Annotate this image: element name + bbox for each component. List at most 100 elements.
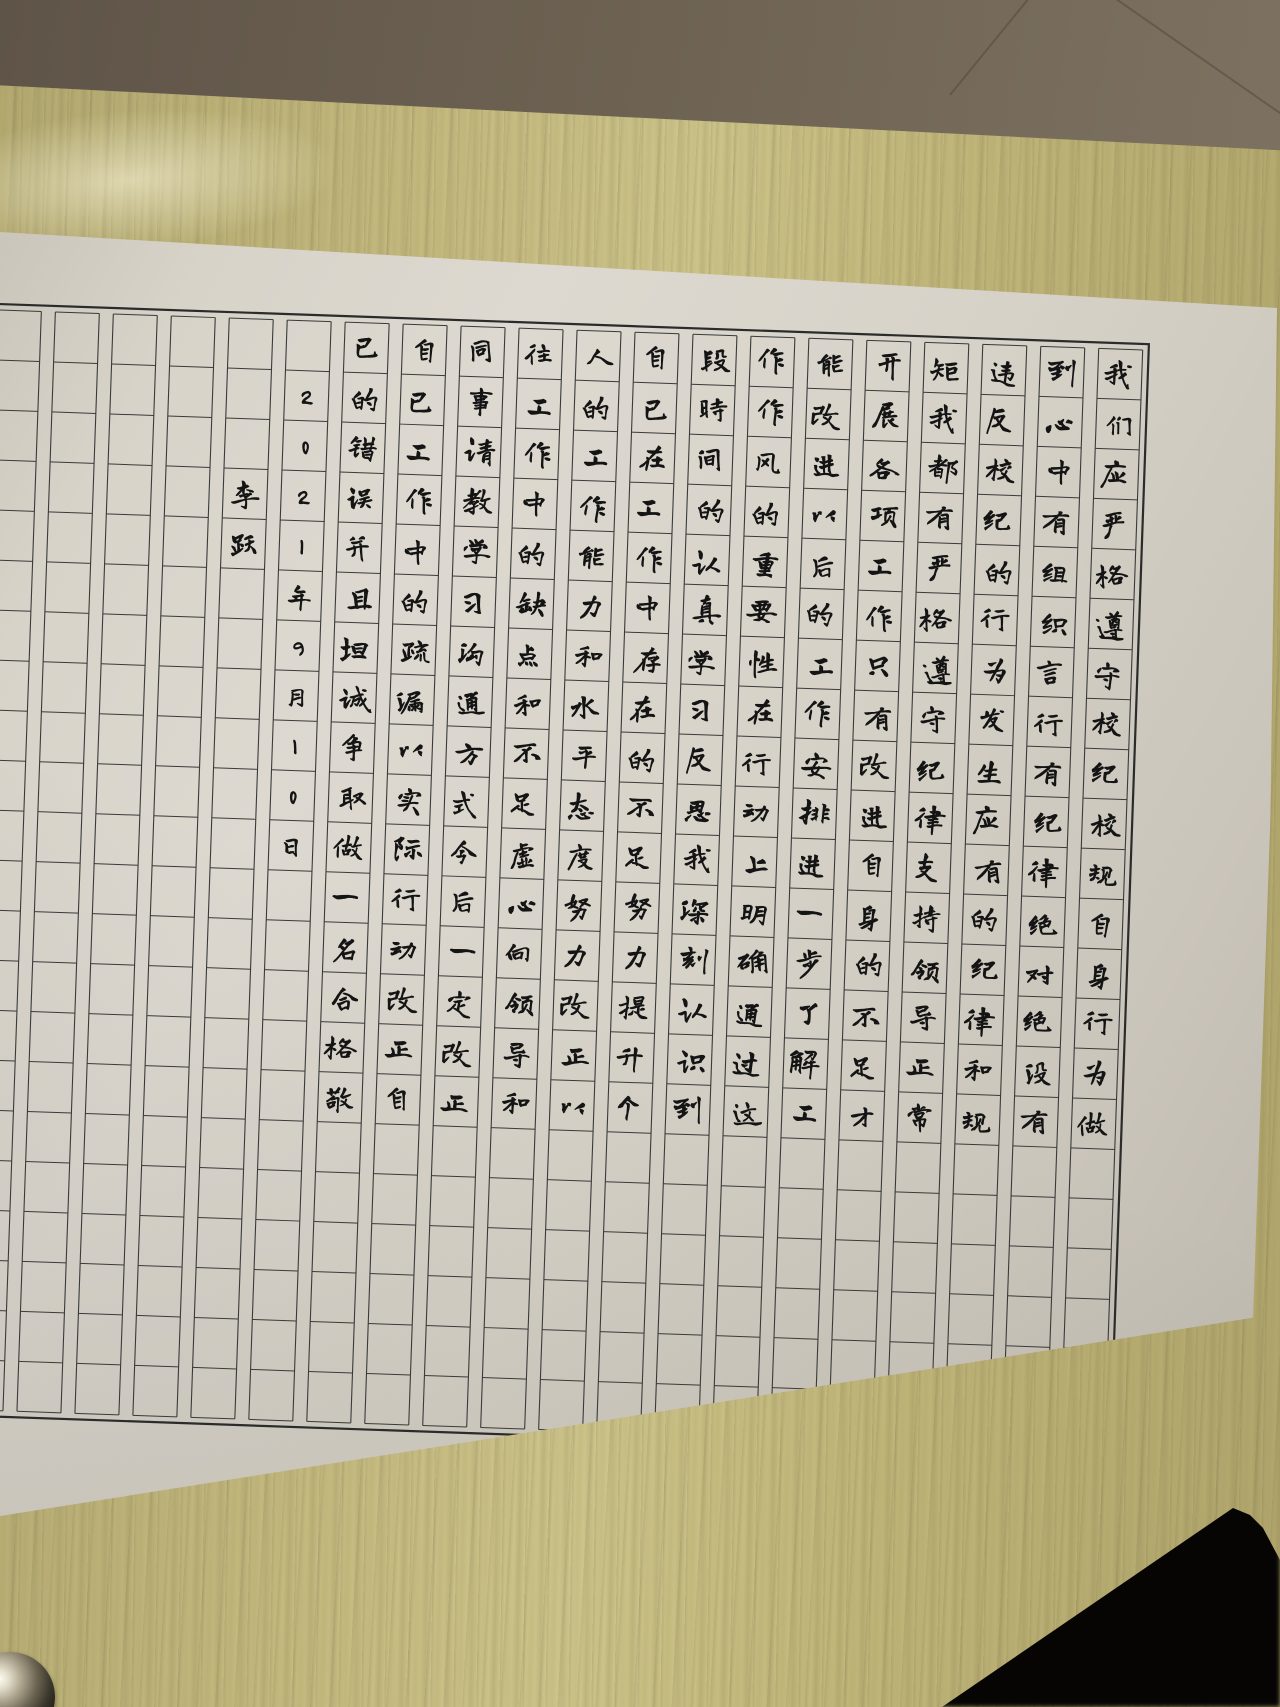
svg-text:自: 自 [856,848,887,879]
svg-text:纪: 纪 [1033,806,1063,836]
svg-text:行: 行 [1033,708,1063,738]
svg-text:行: 行 [1082,1005,1113,1036]
svg-text:2: 2 [296,484,311,511]
svg-text:错: 错 [346,429,380,463]
svg-text:教: 教 [461,484,495,517]
svg-text:校: 校 [985,452,1017,484]
svg-text:我: 我 [682,842,712,874]
svg-text:的: 的 [968,901,1001,934]
svg-text:领: 领 [504,987,535,1018]
svg-text:组: 组 [1039,555,1073,589]
svg-text:行: 行 [741,747,772,778]
svg-text:实: 实 [393,783,426,817]
svg-text:足: 足 [621,841,652,872]
svg-text:虚: 虚 [507,838,538,869]
svg-text:的: 的 [399,585,430,616]
svg-text:沟: 沟 [455,635,489,669]
svg-text:际: 际 [393,832,424,863]
svg-text:言: 言 [1034,655,1065,686]
svg-text:2: 2 [299,383,316,410]
svg-text:李: 李 [230,478,261,511]
svg-text:重: 重 [749,546,782,579]
svg-text:的: 的 [983,555,1014,586]
svg-text:了: 了 [792,996,824,1028]
svg-text:习: 习 [685,693,715,723]
svg-text:应: 应 [971,803,1002,837]
svg-text:0: 0 [288,784,298,810]
svg-text:日: 日 [278,833,305,860]
svg-text:水: 水 [570,690,600,720]
svg-text:能: 能 [815,348,846,379]
svg-text:有: 有 [1019,1105,1050,1136]
svg-text:习: 习 [457,586,489,618]
svg-text:自: 自 [1083,906,1117,940]
svg-text:格: 格 [322,1030,359,1063]
svg-text:名: 名 [329,933,360,964]
svg-text:自: 自 [409,333,440,364]
svg-text:的: 的 [694,492,727,525]
svg-text:缺: 缺 [514,586,548,618]
svg-text:绝: 绝 [1022,1004,1053,1035]
svg-text:纪: 纪 [1089,755,1123,789]
svg-text:月: 月 [283,684,309,710]
svg-text:作: 作 [863,601,895,634]
svg-text:律: 律 [913,802,947,836]
svg-text:矩: 矩 [929,352,960,383]
svg-text:个: 个 [612,1090,645,1123]
svg-text:格: 格 [1094,558,1130,590]
svg-text:才: 才 [847,1100,878,1131]
svg-text:开: 开 [874,350,905,382]
svg-text:定: 定 [443,985,477,1020]
svg-text:工: 工 [580,440,611,471]
svg-text:学: 学 [685,644,719,678]
svg-text:真: 真 [692,592,723,625]
svg-text:能: 能 [575,539,608,572]
svg-text:点: 点 [513,638,544,669]
svg-text:年: 年 [285,583,313,613]
svg-text:做: 做 [331,828,365,861]
svg-text:思: 思 [682,794,713,825]
svg-text:平: 平 [568,739,601,772]
svg-text:领: 领 [909,953,941,985]
svg-text:升: 升 [614,1042,646,1075]
svg-text:努: 努 [623,890,654,922]
svg-text:到: 到 [672,1093,702,1125]
svg-text:生: 生 [974,754,1007,787]
svg-text:有: 有 [924,500,955,531]
svg-text:改: 改 [387,983,418,1014]
svg-text:规: 规 [961,1105,992,1136]
svg-text:工: 工 [633,490,664,521]
svg-text:有: 有 [1031,755,1064,788]
svg-text:深: 深 [678,893,711,926]
svg-text:作: 作 [634,542,665,574]
svg-text:正: 正 [560,1040,591,1071]
svg-text:自: 自 [381,1082,412,1113]
svg-text:确: 确 [735,944,769,976]
svg-text:己: 己 [352,330,383,361]
svg-text:反: 反 [983,403,1016,437]
svg-text:刻: 刻 [678,942,711,975]
svg-text:式: 式 [449,787,481,820]
svg-text:并: 并 [342,532,373,564]
svg-text:的: 的 [516,537,547,568]
svg-text:事: 事 [465,384,497,418]
svg-text:误: 误 [344,480,375,511]
svg-text:有: 有 [862,702,893,733]
svg-text:动: 动 [387,933,419,965]
svg-text:工: 工 [403,434,436,467]
svg-text:项: 项 [868,497,901,530]
svg-text:进: 进 [795,847,828,880]
svg-text:作: 作 [756,344,787,376]
svg-text:1: 1 [292,734,297,760]
svg-text:力: 力 [575,590,606,621]
svg-text:纪: 纪 [981,503,1013,535]
svg-text:中: 中 [632,591,663,622]
svg-text:校: 校 [1091,706,1123,738]
svg-text:各: 各 [869,450,904,484]
svg-text:坦: 坦 [338,632,370,664]
svg-text:诚: 诚 [338,682,373,714]
svg-text:律: 律 [1027,856,1059,888]
svg-text:9: 9 [291,633,307,660]
svg-text:遵: 遵 [1094,608,1125,642]
svg-text:风: 风 [753,445,785,477]
